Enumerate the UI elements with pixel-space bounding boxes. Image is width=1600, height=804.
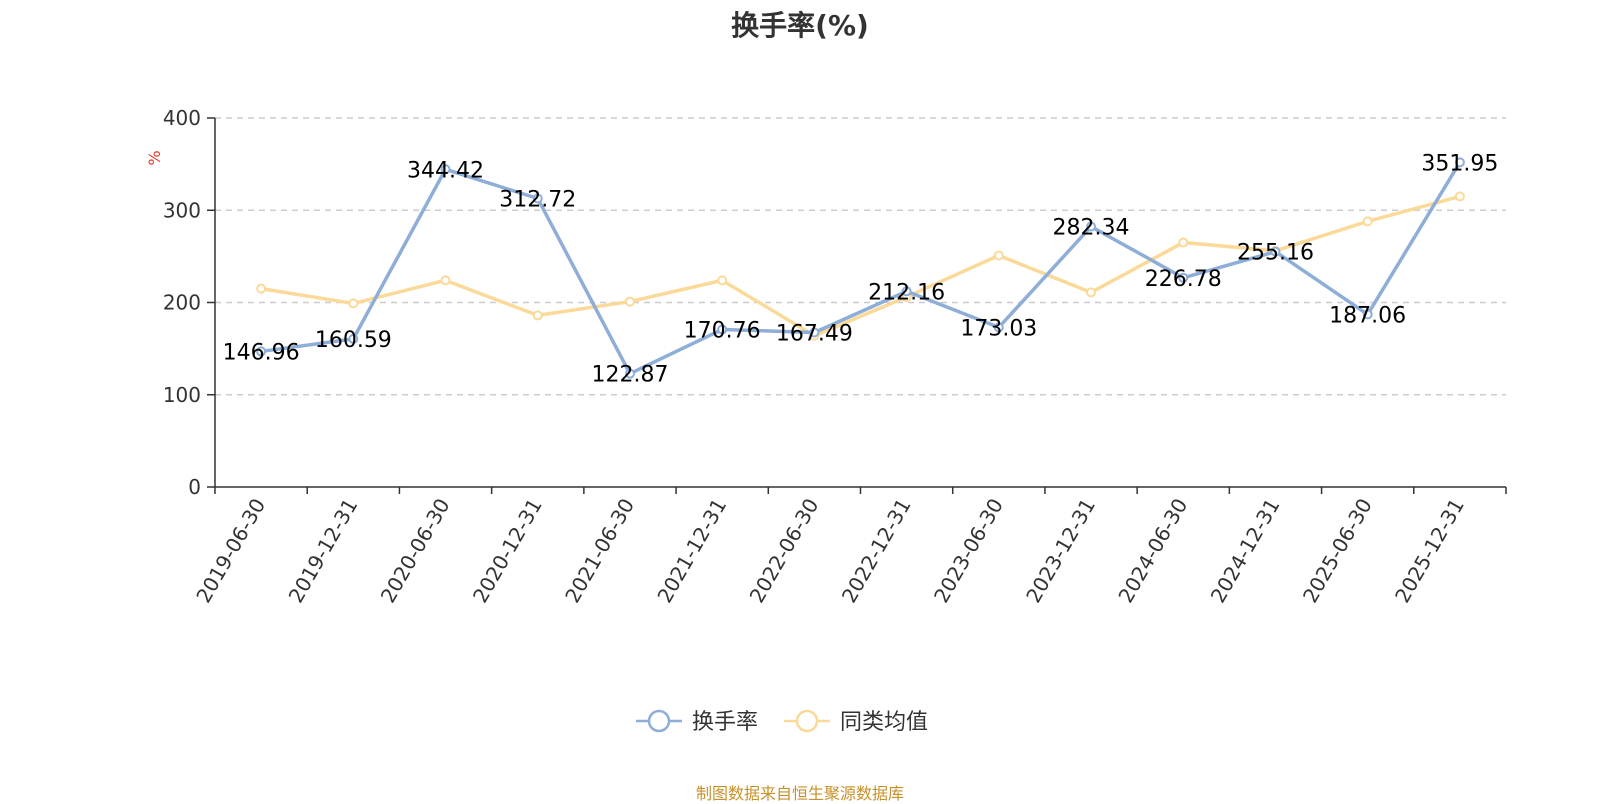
legend-marker-icon <box>795 709 819 733</box>
y-tick-label: 100 <box>163 383 201 407</box>
source-note: 制图数据来自恒生聚源数据库 <box>695 784 904 803</box>
data-point <box>624 368 635 379</box>
data-point <box>1270 246 1281 257</box>
data-label: 212.16 <box>868 280 945 305</box>
data-label: 282.34 <box>1053 216 1130 241</box>
chart-title: 换手率(%) <box>731 9 869 42</box>
data-point <box>624 296 635 307</box>
data-point <box>440 164 451 175</box>
data-point <box>532 193 543 204</box>
x-tick-label: 2021-06-30 <box>560 494 639 607</box>
data-label: 160.59 <box>315 328 392 353</box>
data-point <box>993 250 1004 261</box>
legend-label: 换手率 <box>692 710 758 735</box>
data-label: 170.76 <box>684 318 761 343</box>
legend-label: 同类均值 <box>840 710 928 735</box>
x-tick-label: 2024-12-31 <box>1206 494 1285 607</box>
data-label: 173.03 <box>960 316 1037 341</box>
x-tick-label: 2024-06-30 <box>1113 494 1192 607</box>
data-label: 122.87 <box>591 363 668 388</box>
data-label: 312.72 <box>499 188 576 213</box>
x-tick-label: 2025-12-31 <box>1390 494 1469 607</box>
data-point <box>1178 237 1189 248</box>
legend: 换手率 同类均值 <box>636 709 928 735</box>
x-tick-label: 2025-06-30 <box>1298 494 1377 607</box>
data-point <box>717 324 728 335</box>
series-line <box>259 194 1462 338</box>
series-lines <box>256 157 1465 379</box>
y-tick-label: 200 <box>163 291 201 315</box>
data-point <box>809 327 820 338</box>
data-point <box>1362 309 1373 320</box>
data-point <box>717 275 728 286</box>
data-label: 146.96 <box>223 340 300 365</box>
x-tick-label: 2021-12-31 <box>652 494 731 607</box>
series-line <box>259 160 1462 376</box>
data-point <box>256 346 267 357</box>
data-point <box>532 310 543 321</box>
data-point <box>1178 272 1189 283</box>
data-label: 226.78 <box>1145 267 1222 292</box>
data-label: 255.16 <box>1237 241 1314 266</box>
x-tick-label: 2020-12-31 <box>468 494 547 607</box>
data-point <box>348 333 359 344</box>
y-tick-label: 300 <box>163 198 201 222</box>
data-point <box>1086 221 1097 232</box>
legend-marker-icon <box>647 709 671 733</box>
x-tick-label: 2019-06-30 <box>191 494 270 607</box>
y-tick-label: 0 <box>188 475 201 499</box>
axes: 0 100 200 300 400% 2019-06-30 2019-12-31 2020-0… <box>145 106 1507 607</box>
x-tick-label: 2023-06-30 <box>929 494 1008 607</box>
x-tick-label: 2019-12-31 <box>284 494 363 607</box>
data-label: 187.06 <box>1329 303 1406 328</box>
data-label: 167.49 <box>776 321 853 346</box>
x-tick-label: 2022-06-30 <box>745 494 824 607</box>
x-tick-label: 2020-06-30 <box>376 494 455 607</box>
data-point <box>1362 216 1373 227</box>
data-labels: 146.96 160.59 344.42 312.72 122.87 170.76 167.… <box>223 151 1499 387</box>
x-tick-label: 2022-12-31 <box>837 494 916 607</box>
data-point <box>901 286 912 297</box>
data-label: 351.95 <box>1421 151 1498 176</box>
data-point <box>1086 287 1097 298</box>
data-point <box>1454 191 1465 202</box>
data-label: 344.42 <box>407 158 484 183</box>
data-point <box>348 298 359 309</box>
data-point <box>1454 157 1465 168</box>
data-point <box>440 275 451 286</box>
data-point <box>993 322 1004 333</box>
y-tick-label: 400 <box>163 106 201 130</box>
y-axis-label: % <box>145 150 164 165</box>
data-point <box>256 283 267 294</box>
x-tick-label: 2023-12-31 <box>1021 494 1100 607</box>
